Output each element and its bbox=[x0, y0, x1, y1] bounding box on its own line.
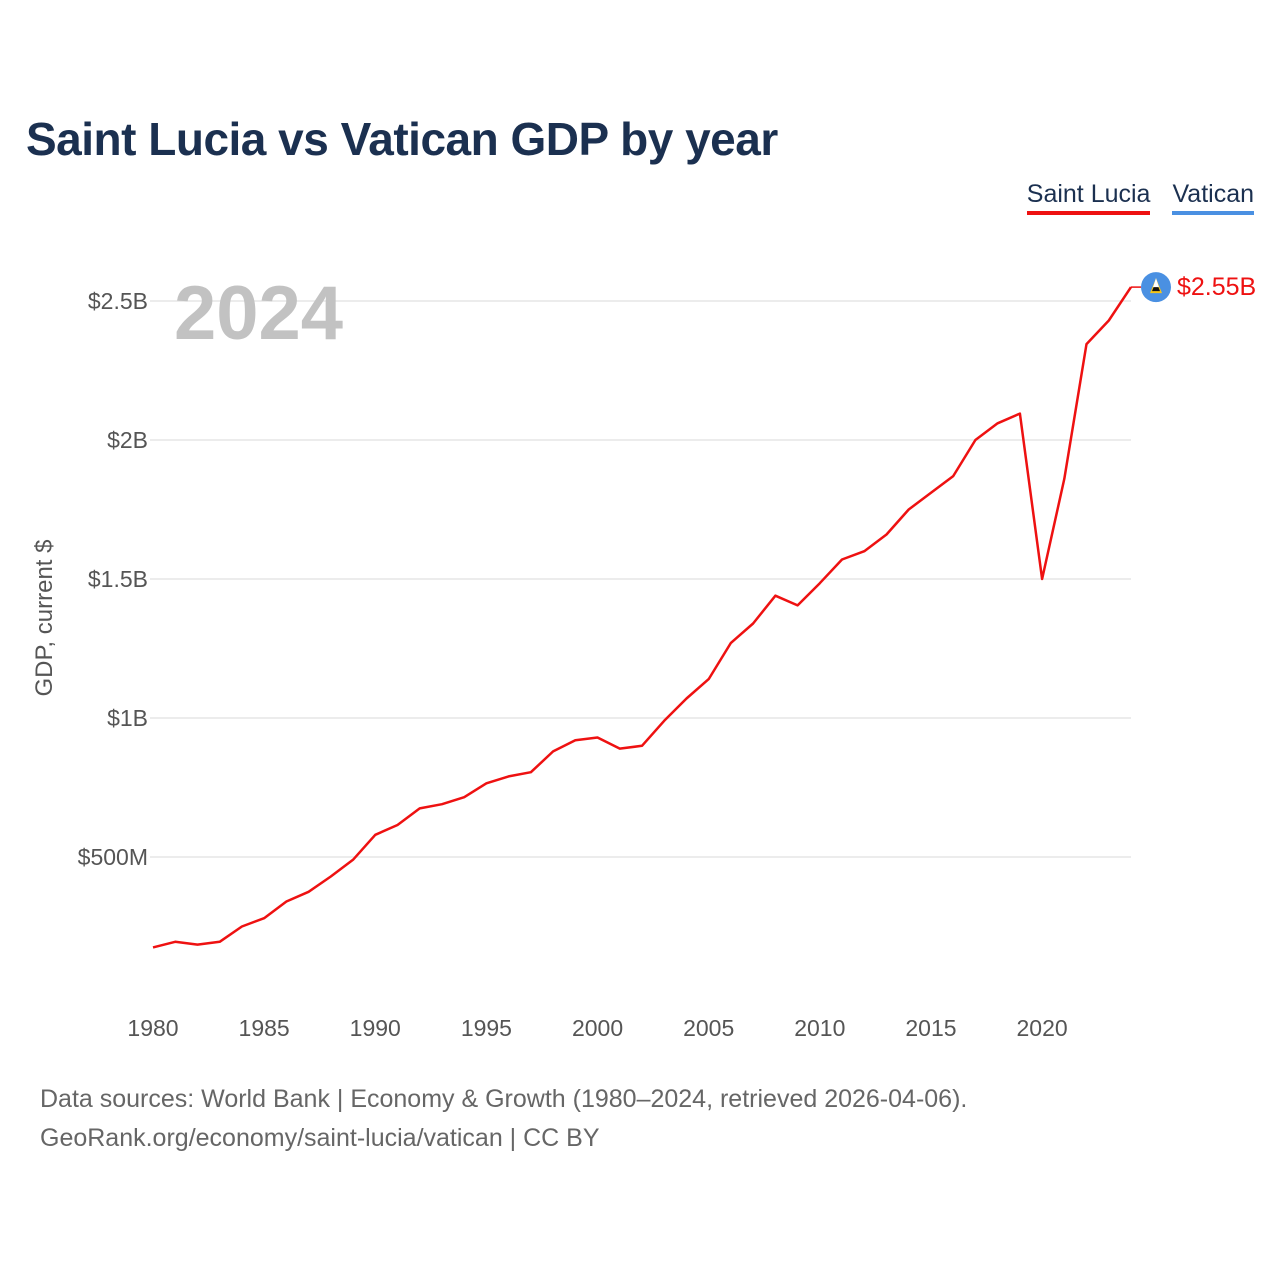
y-tick-label: $1B bbox=[107, 705, 148, 731]
chart-title: Saint Lucia vs Vatican GDP by year bbox=[26, 113, 778, 165]
x-tick-label: 2005 bbox=[683, 1015, 734, 1041]
legend-item-saint-lucia[interactable]: Saint Lucia bbox=[1026, 180, 1151, 215]
y-tick-label: $2B bbox=[107, 427, 148, 453]
series-lines bbox=[152, 286, 1133, 949]
end-marker: $2.55B bbox=[1131, 272, 1256, 303]
legend-item-vatican[interactable]: Vatican bbox=[1172, 180, 1254, 215]
end-value-label: $2.55B bbox=[1177, 273, 1256, 301]
legend: Saint Lucia Vatican bbox=[1026, 180, 1254, 215]
source-line-1: Data sources: World Bank | Economy & Gro… bbox=[40, 1085, 968, 1113]
x-tick-label: 2020 bbox=[1017, 1015, 1068, 1041]
year-watermark: 2024 bbox=[174, 271, 344, 356]
flag-triangle-white bbox=[1153, 278, 1159, 288]
x-tick-label: 1995 bbox=[461, 1015, 512, 1041]
source-line-2[interactable]: GeoRank.org/economy/saint-lucia/vatican … bbox=[40, 1124, 600, 1152]
x-tick-label: 2010 bbox=[794, 1015, 845, 1041]
x-axis-ticks: 1980 1985 1990 1995 2000 2005 2010 2015 2020 bbox=[127, 1015, 1067, 1041]
data-source-note: Data sources: World Bank | Economy & Gro… bbox=[40, 1080, 967, 1158]
grid-lines bbox=[150, 300, 1131, 858]
y-tick-label: $1.5B bbox=[88, 566, 148, 592]
x-tick-label: 2000 bbox=[572, 1015, 623, 1041]
y-tick-label: $500M bbox=[78, 844, 148, 870]
series-line-saint-lucia bbox=[152, 286, 1133, 949]
x-tick-label: 2015 bbox=[905, 1015, 956, 1041]
y-axis-ticks: $500M $1B $1.5B $2B $2.5B bbox=[78, 288, 148, 870]
y-axis-label: GDP, current $ bbox=[31, 540, 58, 697]
x-tick-label: 1980 bbox=[127, 1015, 178, 1041]
x-tick-label: 1985 bbox=[239, 1015, 290, 1041]
x-tick-label: 1990 bbox=[350, 1015, 401, 1041]
y-tick-label: $2.5B bbox=[88, 288, 148, 314]
